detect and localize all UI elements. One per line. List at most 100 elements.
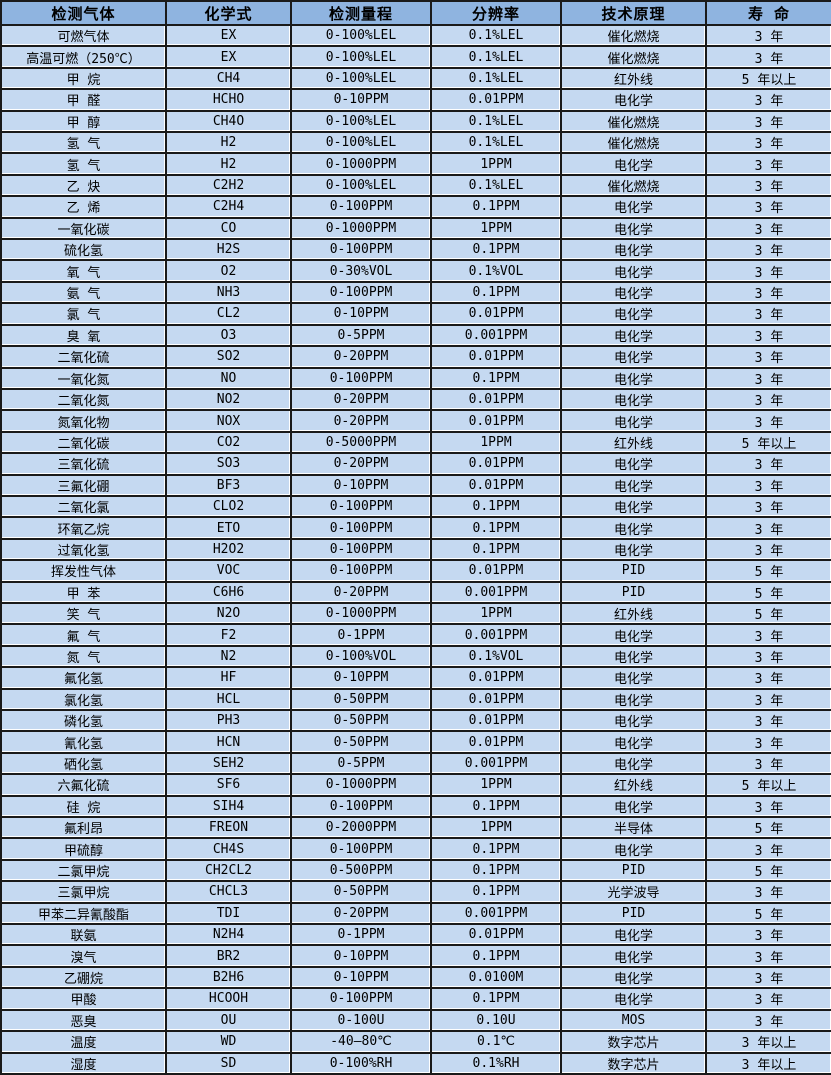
- cell-resolution: 0.001PPM: [430, 323, 562, 348]
- table-row: 一氧化碳 CO 0-1000PPM 1PPM 电化学 3 年: [0, 216, 831, 241]
- cell-chemical-formula: C2H4: [165, 195, 292, 219]
- table-row: 乙硼烷 B2H6 0-10PPM 0.0100M 电化学 3 年: [0, 965, 831, 990]
- cell-principle: 红外线: [560, 773, 707, 797]
- table-row: 氮 气 N2 0-100%VOL 0.1%VOL 电化学 3 年: [0, 644, 831, 669]
- cell-gas-name: 硒化氢: [0, 751, 167, 776]
- cell-detection-range: 0-10PPM: [290, 88, 432, 112]
- cell-detection-range: 0-100%RH: [290, 1051, 432, 1075]
- table-row: 二氯甲烷 CH2CL2 0-500PPM 0.1PPM PID 5 年: [0, 858, 831, 883]
- table-row: 氰化氢 HCN 0-50PPM 0.01PPM 电化学 3 年: [0, 730, 831, 754]
- table-row: 臭 氧 O3 0-5PPM 0.001PPM 电化学 3 年: [0, 323, 831, 348]
- cell-principle: 电化学: [560, 323, 707, 348]
- header-principle: 技术原理: [560, 0, 707, 26]
- cell-gas-name: 氟利昂: [0, 816, 167, 840]
- cell-lifespan: 3 年: [705, 708, 831, 733]
- cell-lifespan: 3 年: [705, 837, 831, 861]
- cell-principle: 电化学: [560, 366, 707, 390]
- cell-resolution: 0.01PPM: [430, 345, 562, 369]
- cell-lifespan: 3 年: [705, 195, 831, 219]
- cell-resolution: 0.01PPM: [430, 923, 562, 947]
- cell-chemical-formula: H2: [165, 152, 292, 176]
- cell-resolution: 0.1PPM: [430, 238, 562, 262]
- cell-gas-name: 可燃气体: [0, 23, 167, 48]
- table-row: 甲苯二异氰酸酯 TDI 0-20PPM 0.001PPM PID 5 年: [0, 901, 831, 926]
- cell-chemical-formula: HCHO: [165, 88, 292, 112]
- cell-resolution: 0.1PPM: [430, 858, 562, 883]
- cell-detection-range: 0-1000PPM: [290, 773, 432, 797]
- table-row: 三氧化硫 SO3 0-20PPM 0.01PPM 电化学 3 年: [0, 452, 831, 476]
- cell-gas-name: 二氧化碳: [0, 430, 167, 455]
- header-chemical-formula: 化学式: [165, 0, 292, 26]
- cell-detection-range: 0-20PPM: [290, 387, 432, 412]
- cell-principle: 电化学: [560, 837, 707, 861]
- cell-detection-range: 0-100%LEL: [290, 173, 432, 198]
- cell-resolution: 0.01PPM: [430, 473, 562, 497]
- header-row: 检测气体 化学式 检测量程 分辨率 技术原理 寿 命: [0, 0, 831, 26]
- cell-lifespan: 3 年: [705, 623, 831, 647]
- cell-gas-name: 高温可燃（250℃）: [0, 45, 167, 69]
- cell-resolution: 0.001PPM: [430, 623, 562, 647]
- table-row: 湿度 SD 0-100%RH 0.1%RH 数字芯片 3 年以上: [0, 1051, 831, 1075]
- cell-principle: 电化学: [560, 987, 707, 1011]
- cell-gas-name: 一氧化碳: [0, 216, 167, 241]
- cell-chemical-formula: BF3: [165, 473, 292, 497]
- cell-principle: 电化学: [560, 516, 707, 540]
- cell-detection-range: 0-1000PPM: [290, 152, 432, 176]
- cell-resolution: 0.1PPM: [430, 987, 562, 1011]
- table-row: 环氧乙烷 ETO 0-100PPM 0.1PPM 电化学 3 年: [0, 516, 831, 540]
- cell-chemical-formula: F2: [165, 623, 292, 647]
- cell-detection-range: 0-100%LEL: [290, 66, 432, 91]
- cell-resolution: 1PPM: [430, 152, 562, 176]
- cell-lifespan: 3 年以上: [705, 1030, 831, 1054]
- cell-principle: 催化燃烧: [560, 23, 707, 48]
- cell-principle: 电化学: [560, 494, 707, 519]
- table-row: 硒化氢 SEH2 0-5PPM 0.001PPM 电化学 3 年: [0, 751, 831, 776]
- table-row: 硫化氢 H2S 0-100PPM 0.1PPM 电化学 3 年: [0, 238, 831, 262]
- cell-gas-name: 二氧化氮: [0, 387, 167, 412]
- cell-gas-name: 甲苯二异氰酸酯: [0, 901, 167, 926]
- cell-gas-name: 三氧化硫: [0, 452, 167, 476]
- cell-principle: 电化学: [560, 794, 707, 819]
- cell-principle: 电化学: [560, 387, 707, 412]
- cell-chemical-formula: HF: [165, 666, 292, 690]
- cell-resolution: 0.01PPM: [430, 559, 562, 583]
- cell-chemical-formula: SO2: [165, 345, 292, 369]
- cell-lifespan: 3 年: [705, 1008, 831, 1033]
- cell-principle: 电化学: [560, 730, 707, 754]
- cell-chemical-formula: N2H4: [165, 923, 292, 947]
- cell-detection-range: 0-1000PPM: [290, 601, 432, 626]
- cell-resolution: 0.01PPM: [430, 708, 562, 733]
- cell-gas-name: 联氨: [0, 923, 167, 947]
- cell-principle: PID: [560, 580, 707, 604]
- cell-principle: 电化学: [560, 666, 707, 690]
- cell-chemical-formula: H2: [165, 131, 292, 155]
- cell-resolution: 0.01PPM: [430, 687, 562, 712]
- cell-gas-name: 氮 气: [0, 644, 167, 669]
- cell-principle: 电化学: [560, 195, 707, 219]
- cell-gas-name: 过氧化氢: [0, 537, 167, 562]
- cell-chemical-formula: O2: [165, 259, 292, 283]
- cell-detection-range: 0-10PPM: [290, 944, 432, 968]
- cell-resolution: 0.1%VOL: [430, 259, 562, 283]
- table-row: 乙 炔 C2H2 0-100%LEL 0.1%LEL 催化燃烧 3 年: [0, 173, 831, 198]
- cell-principle: 数字芯片: [560, 1030, 707, 1054]
- cell-resolution: 0.1PPM: [430, 494, 562, 519]
- cell-chemical-formula: CL2: [165, 302, 292, 326]
- cell-detection-range: 0-20PPM: [290, 409, 432, 433]
- cell-detection-range: 0-5PPM: [290, 751, 432, 776]
- table-row: 乙 烯 C2H4 0-100PPM 0.1PPM 电化学 3 年: [0, 195, 831, 219]
- cell-principle: 电化学: [560, 345, 707, 369]
- cell-resolution: 0.1PPM: [430, 794, 562, 819]
- cell-chemical-formula: PH3: [165, 708, 292, 733]
- cell-lifespan: 3 年以上: [705, 1051, 831, 1075]
- cell-resolution: 0.1%LEL: [430, 66, 562, 91]
- cell-chemical-formula: CHCL3: [165, 880, 292, 904]
- cell-chemical-formula: O3: [165, 323, 292, 348]
- cell-principle: 红外线: [560, 601, 707, 626]
- cell-lifespan: 3 年: [705, 923, 831, 947]
- cell-detection-range: 0-1000PPM: [290, 216, 432, 241]
- header-resolution: 分辨率: [430, 0, 562, 26]
- cell-resolution: 0.01PPM: [430, 666, 562, 690]
- cell-gas-name: 氯 气: [0, 302, 167, 326]
